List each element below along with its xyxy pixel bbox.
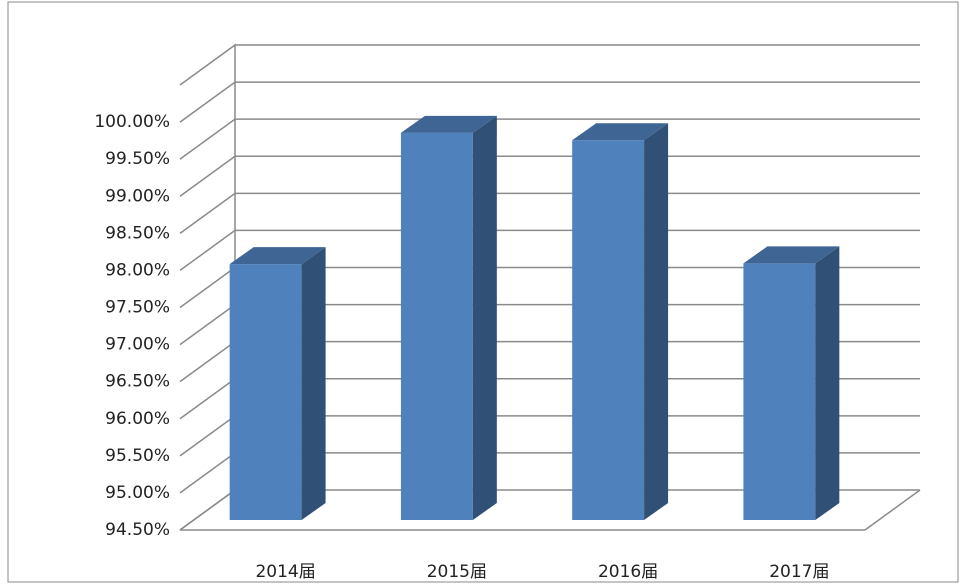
bar bbox=[230, 264, 302, 520]
x-tick-label: 2016届 bbox=[598, 562, 658, 582]
bar-side bbox=[815, 246, 839, 520]
x-tick-label: 2017届 bbox=[769, 562, 829, 582]
floor-edge bbox=[865, 490, 920, 530]
bar-side bbox=[473, 116, 497, 520]
y-tick-label: 99.50% bbox=[105, 149, 170, 169]
y-tick-label: 94.50% bbox=[105, 520, 170, 540]
bar bbox=[743, 263, 815, 520]
bar-side bbox=[302, 247, 326, 520]
y-tick-label: 97.50% bbox=[105, 298, 170, 318]
grid-line bbox=[180, 193, 920, 233]
y-tick-label: 95.50% bbox=[105, 446, 170, 466]
bar-side bbox=[644, 123, 668, 520]
x-tick-label: 2015届 bbox=[427, 562, 487, 582]
y-tick-label: 96.50% bbox=[105, 372, 170, 392]
bar bbox=[572, 140, 644, 520]
y-tick-label: 100.00% bbox=[94, 112, 170, 132]
y-tick-label: 95.00% bbox=[105, 483, 170, 503]
y-tick-label: 98.00% bbox=[105, 260, 170, 280]
chart: 94.50% 95.00% 95.50% 96.00% 96.50% 97.00% 97.5… bbox=[0, 0, 966, 585]
bar bbox=[401, 133, 473, 520]
grid-line bbox=[180, 156, 920, 196]
grid-line bbox=[180, 119, 920, 159]
y-tick-label: 98.50% bbox=[105, 223, 170, 243]
y-tick-label: 99.00% bbox=[105, 186, 170, 206]
grid-line bbox=[180, 82, 920, 122]
x-tick-label: 2014届 bbox=[255, 562, 315, 582]
y-tick-label: 97.00% bbox=[105, 335, 170, 355]
y-tick-label: 96.00% bbox=[105, 409, 170, 429]
